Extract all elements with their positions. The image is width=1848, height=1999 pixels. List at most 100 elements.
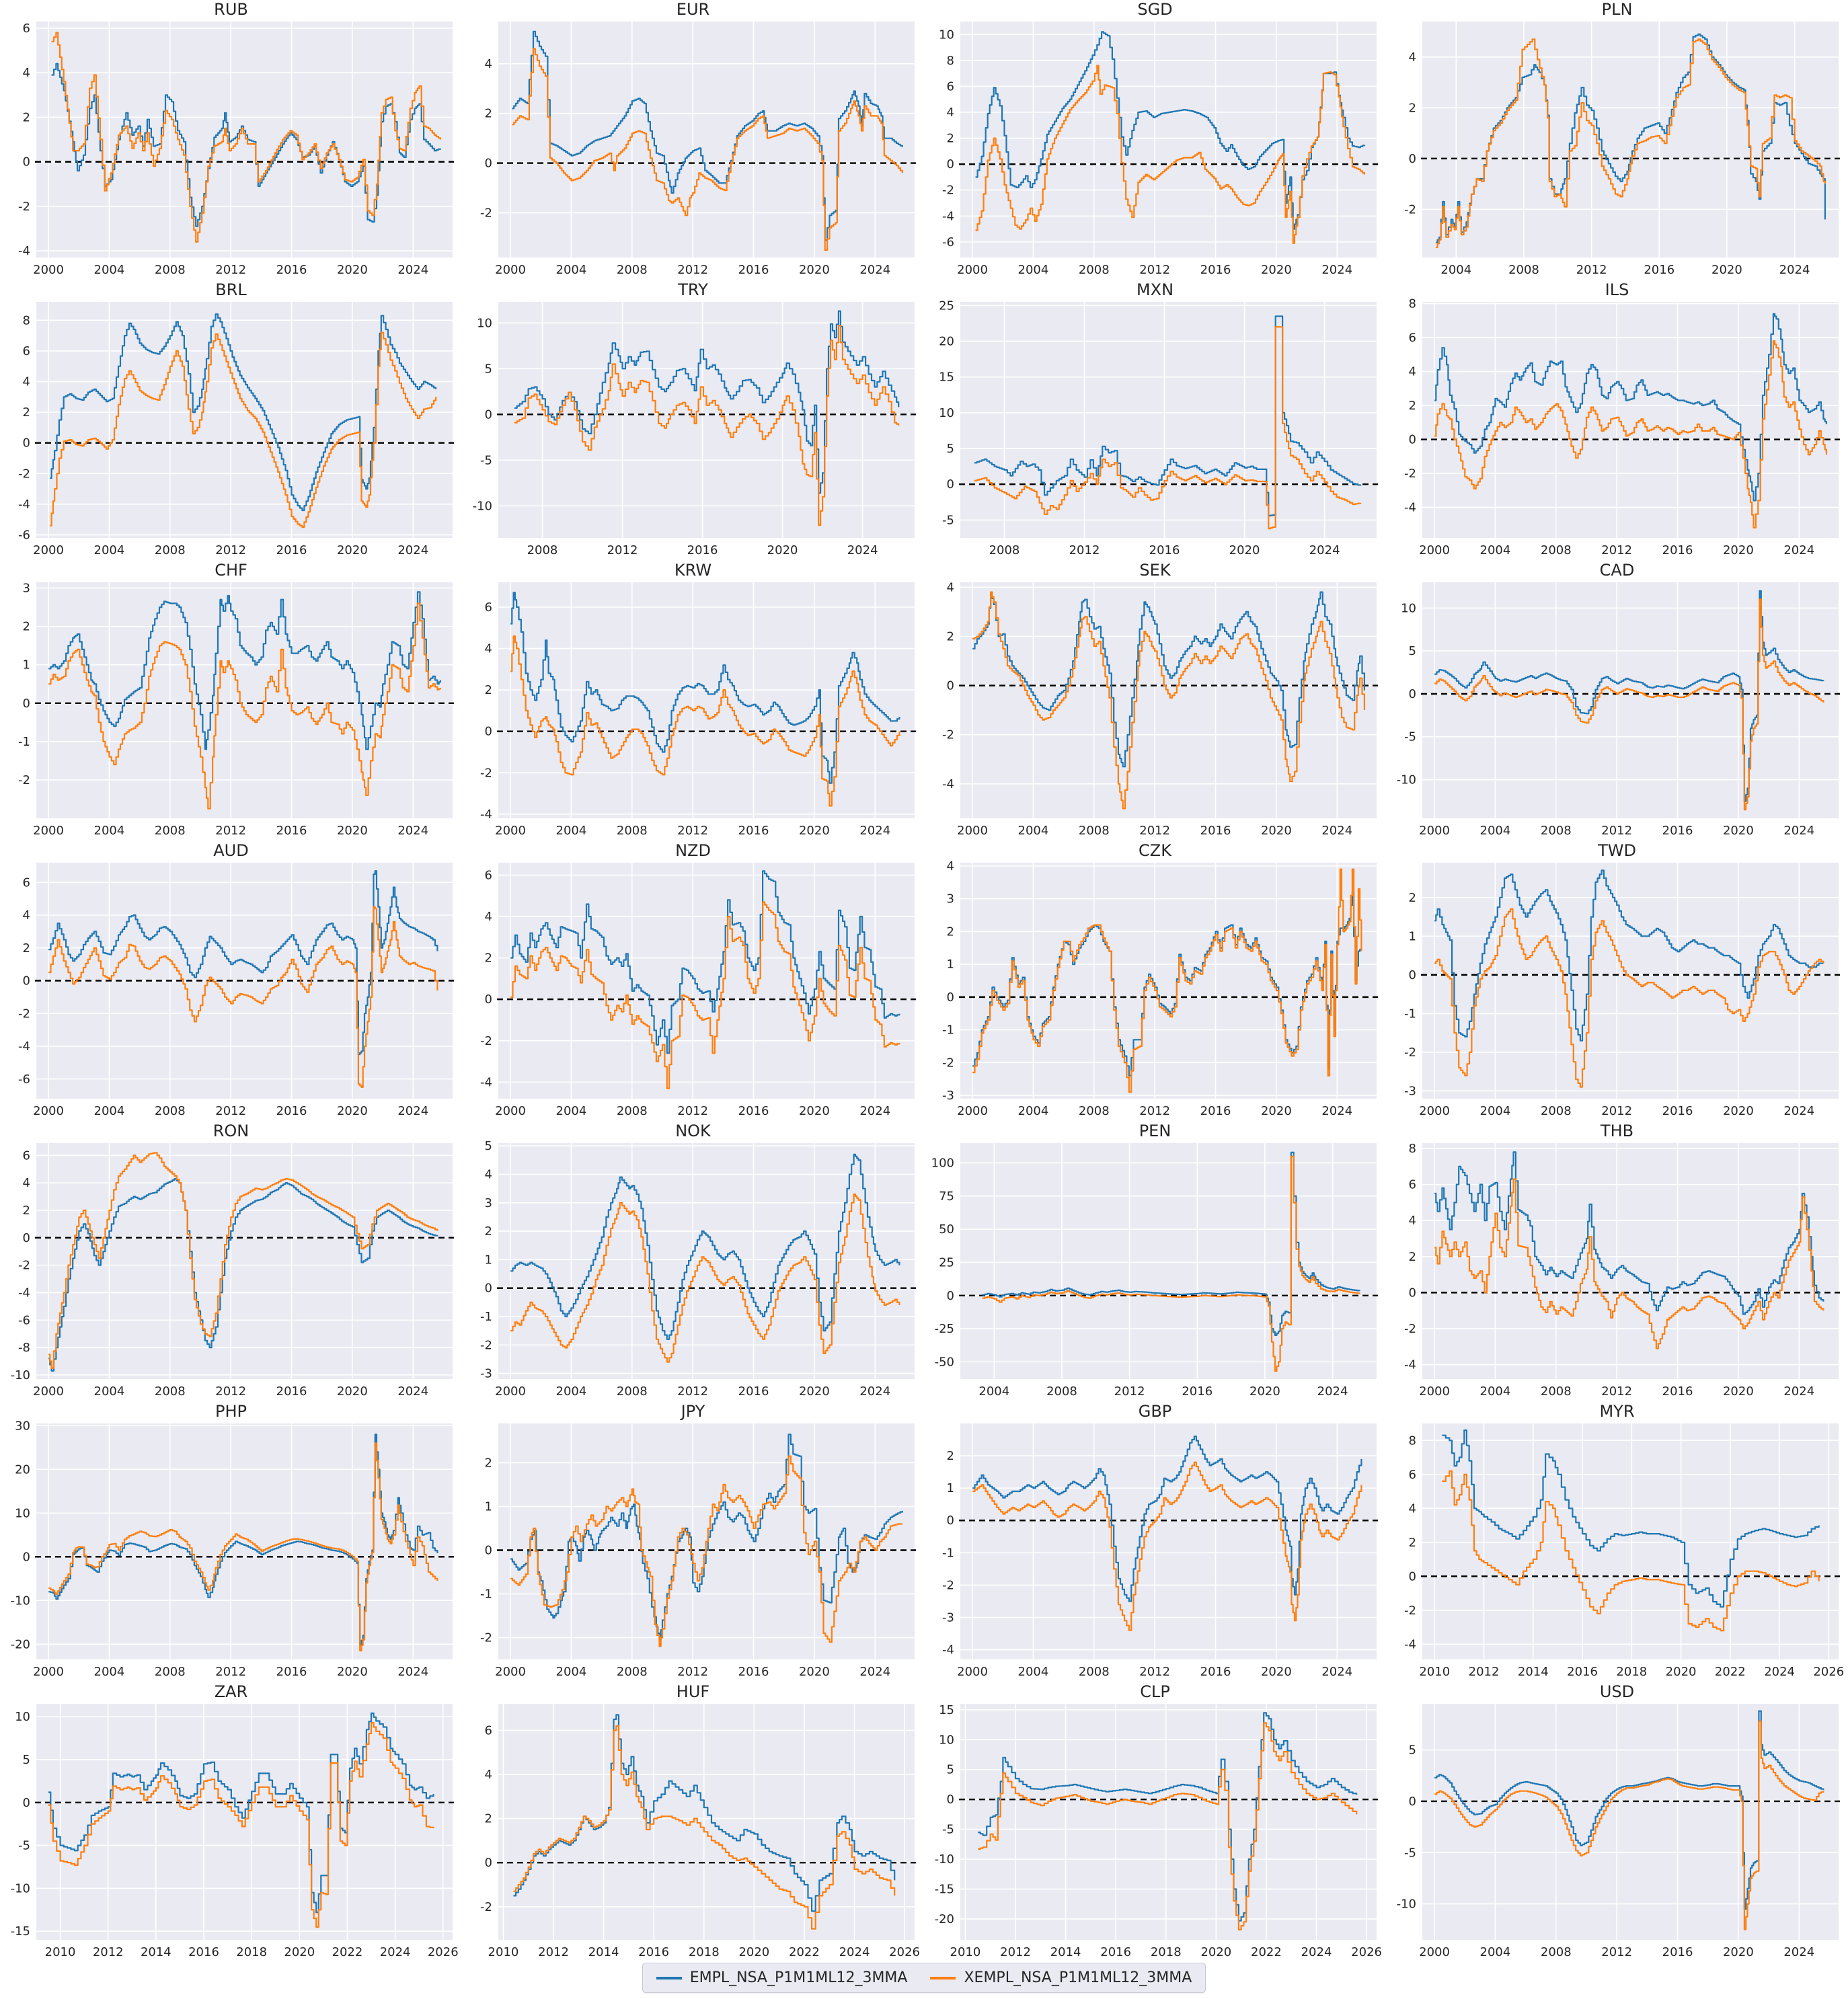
x-tick-label: 2014 <box>1518 1665 1549 1679</box>
y-tick-label: 0 <box>485 725 492 739</box>
panel-title: GBP <box>1138 1402 1172 1421</box>
x-tick-label: 2020 <box>767 543 798 557</box>
panel-sek: SEK 2000 2004 2008 2012 2016 2020 2024 -4 -2 0 2 4 <box>924 561 1386 841</box>
x-tick-label: 2016 <box>276 1384 307 1399</box>
x-tick-label: 2016 <box>1567 1665 1598 1679</box>
y-tick-label: 0 <box>947 1289 954 1303</box>
x-tick-label: 2024 <box>1321 824 1352 838</box>
x-tick-label: 2020 <box>1723 824 1754 838</box>
x-tick-label: 2004 <box>94 1104 125 1118</box>
panel-cad: CAD 2000 2004 2008 2012 2016 2020 2024 -10 -5 0 5 10 <box>1386 561 1848 841</box>
series-line-empl <box>1434 1710 1824 1910</box>
panel-title: USD <box>1599 1682 1635 1701</box>
series-line-xempl <box>1434 340 1827 528</box>
y-tick-label: -15 <box>935 1882 954 1896</box>
panel-title: EUR <box>676 0 710 19</box>
plot-pen: 2004 2008 2012 2016 2020 2024 -50 -25 0 25 50 75 100 <box>931 1143 1378 1399</box>
y-tick-label: 4 <box>485 1768 492 1782</box>
x-tick-label: 2000 <box>1419 824 1450 838</box>
y-tick-label: -10 <box>11 1594 30 1608</box>
y-tick-label: 8 <box>947 54 954 68</box>
y-tick-label: 6 <box>485 868 492 882</box>
x-tick-label: 2016 <box>1662 543 1693 557</box>
x-tick-label: 2012 <box>1601 1384 1632 1399</box>
panel-title: PHP <box>215 1402 247 1421</box>
y-tick-label: 1 <box>23 658 30 672</box>
legend-entry-xempl: XEMPL_NSA_P1M1ML12_3MMA <box>930 1969 1192 1986</box>
y-tick-label: 1 <box>947 1481 954 1495</box>
panel-title: RON <box>213 1122 249 1140</box>
y-tick-label: -8 <box>18 1341 30 1355</box>
x-tick-label: 2016 <box>1149 543 1180 557</box>
y-tick-label: 5 <box>947 442 954 456</box>
panel-eur: EUR 2000 2004 2008 2012 2016 2020 2024 -2 0 2 4 <box>462 0 924 280</box>
panel-title: TRY <box>678 280 708 299</box>
x-tick-label: 2020 <box>337 1665 368 1679</box>
x-tick-label: 2012 <box>607 543 638 557</box>
plot-eur: 2000 2004 2008 2012 2016 2020 2024 -2 0 2 4 <box>480 22 916 277</box>
y-tick-label: -2 <box>480 1900 492 1914</box>
y-tick-label: -5 <box>1404 1846 1416 1860</box>
y-tick-label: -4 <box>942 209 954 223</box>
plot-krw: 2000 2004 2008 2012 2016 2020 2024 -4 -2 0 2 4 6 <box>480 582 916 838</box>
y-tick-label: 2 <box>23 1204 30 1218</box>
series-line-xempl <box>975 65 1365 244</box>
x-tick-label: 2024 <box>1783 543 1814 557</box>
x-tick-label: 2004 <box>94 1665 125 1679</box>
y-tick-label: 8 <box>1409 298 1416 311</box>
y-tick-label: 2 <box>23 110 30 124</box>
y-tick-label: 4 <box>1409 365 1416 379</box>
series-line-xempl <box>510 901 900 1089</box>
series-line-xempl <box>50 331 437 528</box>
panel-ils: ILS 2000 2004 2008 2012 2016 2020 2024 -4 -2 0 2 4 6 8 <box>1386 280 1848 561</box>
plot-aud: 2000 2004 2008 2012 2016 2020 2024 -6 -4 -2 0 2 4 6 <box>18 863 454 1118</box>
x-tick-label: 2022 <box>1251 1945 1282 1959</box>
y-tick-label: 15 <box>939 1703 954 1717</box>
y-tick-label: 2 <box>1409 1536 1416 1550</box>
series-line-xempl <box>1434 598 1824 811</box>
series-line-empl <box>510 1153 900 1340</box>
x-tick-label: 2024 <box>859 1384 890 1399</box>
x-tick-label: 2012 <box>677 263 708 277</box>
y-tick-label: 2 <box>947 925 954 939</box>
panel-title: MXN <box>1136 280 1174 299</box>
y-tick-label: -4 <box>18 498 30 512</box>
plot-clp: 2010 2012 2014 2016 2018 2020 2022 2024 2026 -20 -… <box>935 1703 1382 1959</box>
y-tick-label: -2 <box>1404 1604 1416 1618</box>
panel-title: PEN <box>1139 1122 1171 1140</box>
x-tick-label: 2016 <box>276 263 307 277</box>
y-tick-label: 0 <box>485 1856 492 1870</box>
x-tick-label: 2008 <box>1541 543 1572 557</box>
x-tick-label: 2012 <box>1000 1945 1031 1959</box>
y-tick-label: -2 <box>18 200 30 214</box>
x-tick-label: 2012 <box>215 543 246 557</box>
y-tick-label: 0 <box>23 436 30 450</box>
x-tick-label: 2026 <box>428 1945 459 1959</box>
legend: EMPL_NSA_P1M1ML12_3MMA XEMPL_NSA_P1M1ML1… <box>642 1963 1206 1993</box>
y-tick-label: 6 <box>485 600 492 615</box>
y-tick-label: 4 <box>1409 1501 1416 1516</box>
panel-clp: CLP 2010 2012 2014 2016 2018 2020 2022 2024 2026 -… <box>924 1682 1386 1963</box>
y-tick-label: 8 <box>23 313 30 327</box>
y-tick-label: 0 <box>1409 687 1416 701</box>
y-tick-label: 2 <box>1409 1250 1416 1264</box>
y-tick-label: 6 <box>485 1723 492 1737</box>
x-tick-label: 2012 <box>677 1104 708 1118</box>
x-tick-label: 2012 <box>215 263 246 277</box>
y-tick-label: 2 <box>485 683 492 697</box>
x-tick-label: 2024 <box>397 1665 428 1679</box>
y-tick-label: 3 <box>485 1196 492 1210</box>
panel-title: ZAR <box>214 1682 248 1701</box>
x-tick-label: 2014 <box>1050 1945 1081 1959</box>
y-tick-label: 0 <box>1409 433 1416 447</box>
y-tick-label: -5 <box>1404 730 1416 744</box>
y-tick-label: 2 <box>485 1224 492 1239</box>
x-tick-label: 2024 <box>1779 263 1810 277</box>
y-tick-label: 2 <box>1409 891 1416 905</box>
x-tick-label: 2008 <box>1079 824 1110 838</box>
y-tick-label: -5 <box>480 453 492 467</box>
panel-title: KRW <box>674 561 712 580</box>
y-tick-label: 0 <box>1409 1286 1416 1300</box>
x-tick-label: 2016 <box>1662 1384 1693 1399</box>
series-line-empl <box>510 870 900 1054</box>
